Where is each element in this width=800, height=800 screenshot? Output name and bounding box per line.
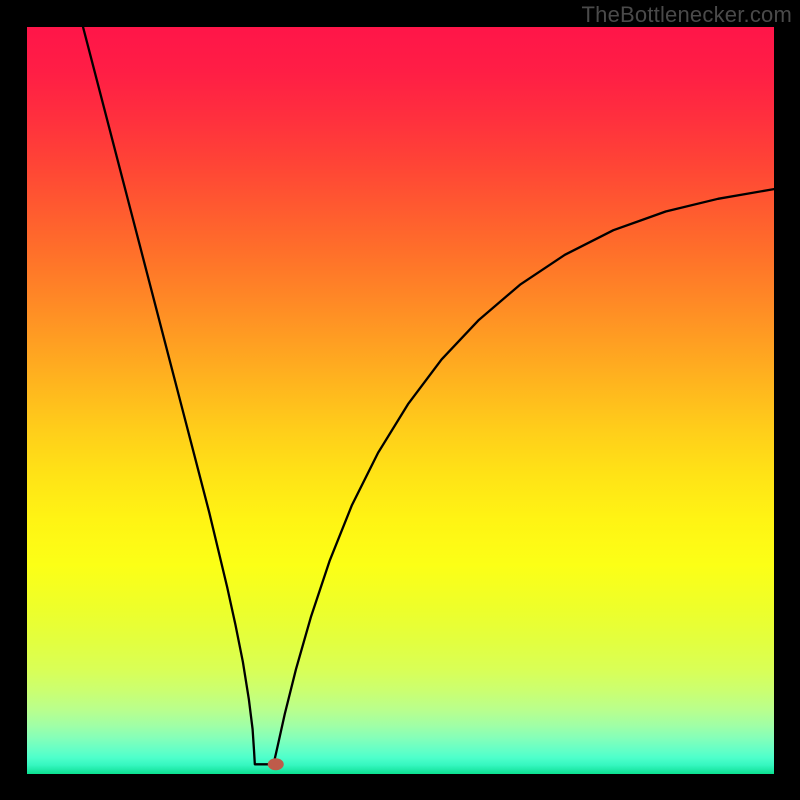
- chart-frame: TheBottlenecker.com: [0, 0, 800, 800]
- watermark-text: TheBottlenecker.com: [582, 2, 792, 28]
- chart-plot-area: [27, 27, 774, 774]
- gradient-background: [27, 27, 774, 774]
- min-point-marker: [268, 758, 284, 770]
